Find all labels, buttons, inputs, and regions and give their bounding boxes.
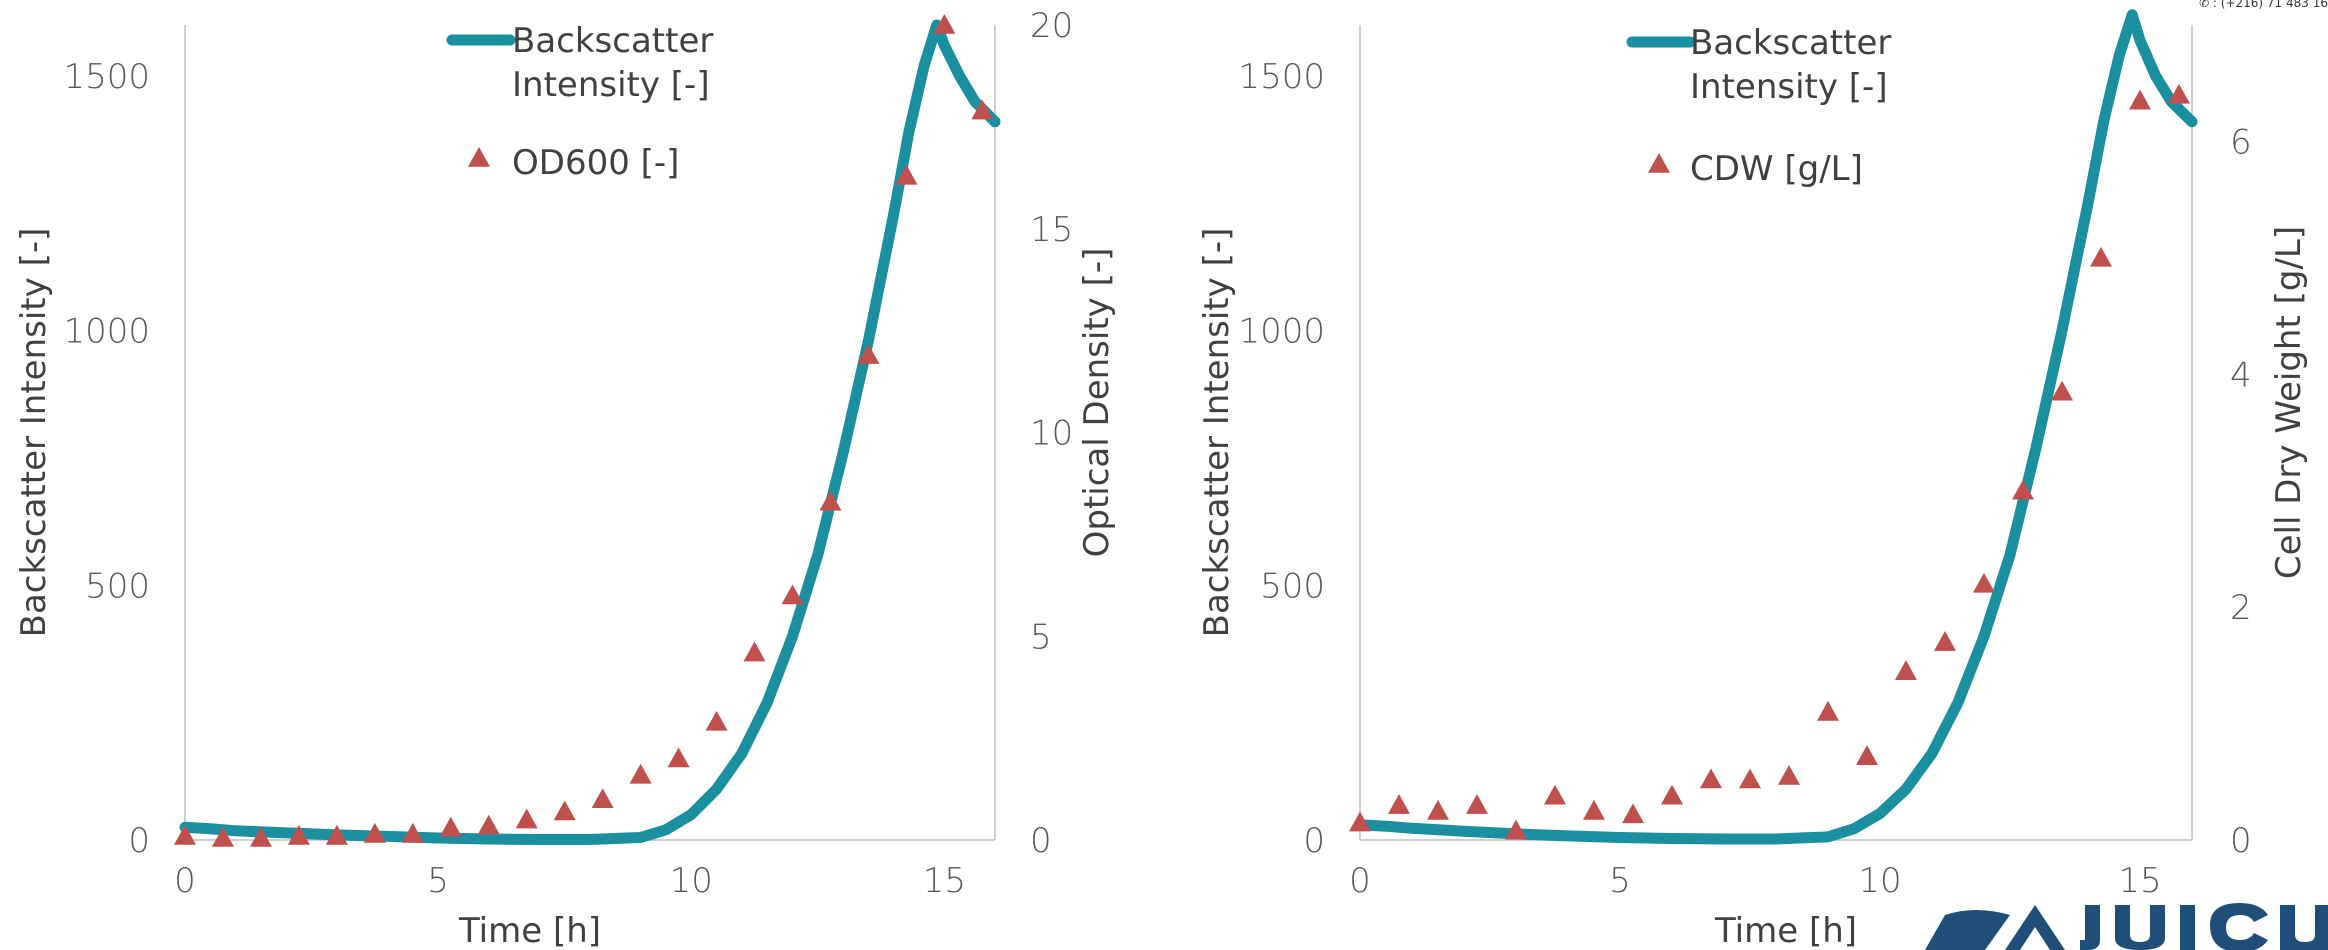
scatter-point — [1466, 794, 1488, 814]
y-tick-label: 500 — [1260, 566, 1325, 606]
scatter-point — [1973, 572, 1995, 593]
x-axis-title: Time [h] — [1714, 911, 1857, 950]
scatter-point — [439, 816, 462, 837]
x-axis-title: Time [h] — [458, 911, 601, 950]
scatter-point — [705, 710, 728, 731]
scatter-point — [933, 14, 956, 34]
scatter-point — [1739, 768, 1761, 789]
legend-marker-swatch — [1648, 153, 1670, 173]
scatter-point — [2012, 479, 2034, 500]
y-tick-label: 0 — [1303, 821, 1325, 861]
scatter-point — [743, 641, 766, 662]
scatter-point — [781, 584, 804, 605]
y2-tick-label: 5 — [1030, 617, 1052, 657]
scatter-point — [1700, 768, 1722, 789]
y-tick-label: 1000 — [63, 312, 150, 352]
legend-label-backscatter: Backscatter Intensity [-] — [1690, 23, 1891, 107]
logo-letters-icon — [2080, 903, 2328, 950]
scatter-point — [2168, 83, 2190, 104]
y2-axis-title: Optical Density [-] — [1077, 248, 1117, 558]
series-line-backscatter — [1354, 9, 2198, 845]
scatter-point — [819, 490, 842, 511]
chart-cdw: 0 5 10 15 0 500 1000 1500 0 2 4 6 Time [h] Backscatte… — [1197, 9, 2309, 950]
y2-tick-label: 0 — [2230, 821, 2252, 861]
scatter-point — [2090, 246, 2112, 267]
scatter-point — [591, 788, 614, 809]
x-tick-label: 5 — [427, 861, 449, 901]
y-tick-label: 500 — [85, 566, 150, 606]
scatter-point — [363, 822, 386, 843]
scatter-point — [553, 800, 576, 821]
scatter-point — [1427, 799, 1449, 820]
legend-label-scatter: CDW [g/L] — [1690, 149, 1863, 189]
x-tick-label: 5 — [1609, 861, 1631, 901]
series-line-backscatter — [179, 19, 1001, 845]
y-axis-title: Backscatter Intensity [-] — [1197, 228, 1237, 638]
x-tick-label: 15 — [2118, 861, 2161, 901]
y2-tick-label: 4 — [2230, 355, 2252, 395]
logo-swoosh-icon — [1925, 910, 2010, 950]
x-tick-label: 15 — [923, 861, 966, 901]
scatter-point — [895, 164, 918, 185]
scatter-point — [401, 822, 424, 843]
scatter-point — [287, 824, 310, 845]
scatter-point — [211, 826, 234, 847]
scatter-point — [2129, 89, 2151, 110]
logo-mark — [1925, 903, 2328, 950]
scatter-point — [1856, 745, 1878, 765]
x-tick-label: 0 — [1349, 861, 1371, 901]
scatter-point — [515, 808, 538, 829]
y2-tick-label: 2 — [2230, 588, 2252, 628]
y-axis-title: Backscatter Intensity [-] — [14, 228, 54, 638]
chart-od600: 0 5 10 15 0 500 1000 1500 0 5 10 15 20 Time [h] Backsc… — [14, 6, 1117, 950]
scatter-point — [1661, 784, 1683, 805]
scatter-point — [2051, 380, 2073, 401]
scatter-point — [1778, 764, 1800, 785]
scatter-point — [477, 814, 500, 835]
x-tick-label: 10 — [1858, 861, 1901, 901]
y2-tick-label: 20 — [1030, 6, 1073, 46]
y-tick-label: 1500 — [1238, 57, 1325, 97]
scatter-point — [667, 747, 690, 768]
y-tick-label: 1500 — [63, 57, 150, 97]
scatter-point — [1817, 700, 1839, 721]
scatter-point — [1505, 819, 1527, 840]
scatter-point — [249, 826, 272, 847]
legend-label-scatter: OD600 [-] — [512, 143, 679, 183]
legend-label-backscatter: Backscatter Intensity [-] — [512, 21, 713, 105]
scatter-point — [629, 763, 652, 784]
y2-tick-label: 0 — [1030, 821, 1052, 861]
logo-letter-a-icon — [2005, 905, 2065, 950]
scatter-point — [1622, 803, 1644, 824]
scatter-point — [174, 824, 196, 845]
scatter-point — [1583, 799, 1605, 820]
y-tick-label: 1000 — [1238, 312, 1325, 352]
corner-phone-note: ✆ : (+216) 71 483 16 — [2199, 0, 2328, 10]
scatter-point — [1388, 794, 1410, 814]
scatter-point — [1934, 631, 1956, 651]
y2-tick-label: 10 — [1030, 414, 1073, 454]
scatter-point — [1895, 660, 1917, 680]
y2-tick-label: 15 — [1030, 210, 1073, 250]
scatter-point — [1544, 784, 1566, 805]
scatter-point — [857, 344, 880, 364]
scatter-point — [1349, 811, 1371, 832]
x-tick-label: 0 — [174, 861, 196, 901]
y2-tick-label: 6 — [2230, 122, 2252, 162]
legend-marker-swatch — [468, 147, 490, 167]
y2-axis-title: Cell Dry Weight [g/L] — [2269, 226, 2309, 579]
y-tick-label: 0 — [128, 821, 150, 861]
scatter-point — [971, 99, 994, 120]
x-tick-label: 10 — [670, 861, 713, 901]
scatter-point — [325, 824, 348, 845]
